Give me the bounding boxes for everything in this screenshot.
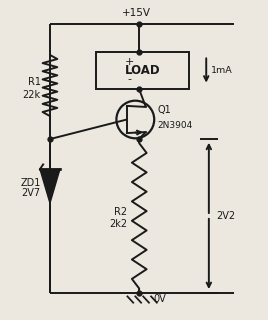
Text: R2: R2 — [114, 207, 128, 217]
Text: 2N3904: 2N3904 — [157, 121, 193, 130]
Text: 2k2: 2k2 — [109, 219, 128, 229]
Text: LOAD: LOAD — [125, 64, 160, 77]
Text: 0V: 0V — [154, 294, 166, 304]
Text: R1: R1 — [28, 76, 41, 87]
Text: +: + — [125, 57, 134, 67]
Text: ZD1: ZD1 — [20, 178, 41, 188]
Text: 2V7: 2V7 — [22, 188, 41, 198]
Text: 1mA: 1mA — [211, 66, 233, 75]
Text: Q1: Q1 — [157, 105, 171, 115]
Bar — [96, 52, 189, 89]
Text: +15V: +15V — [122, 8, 151, 18]
Polygon shape — [40, 169, 60, 203]
Text: -: - — [127, 74, 131, 84]
Text: 22k: 22k — [23, 90, 41, 100]
Text: 2V2: 2V2 — [217, 211, 236, 221]
